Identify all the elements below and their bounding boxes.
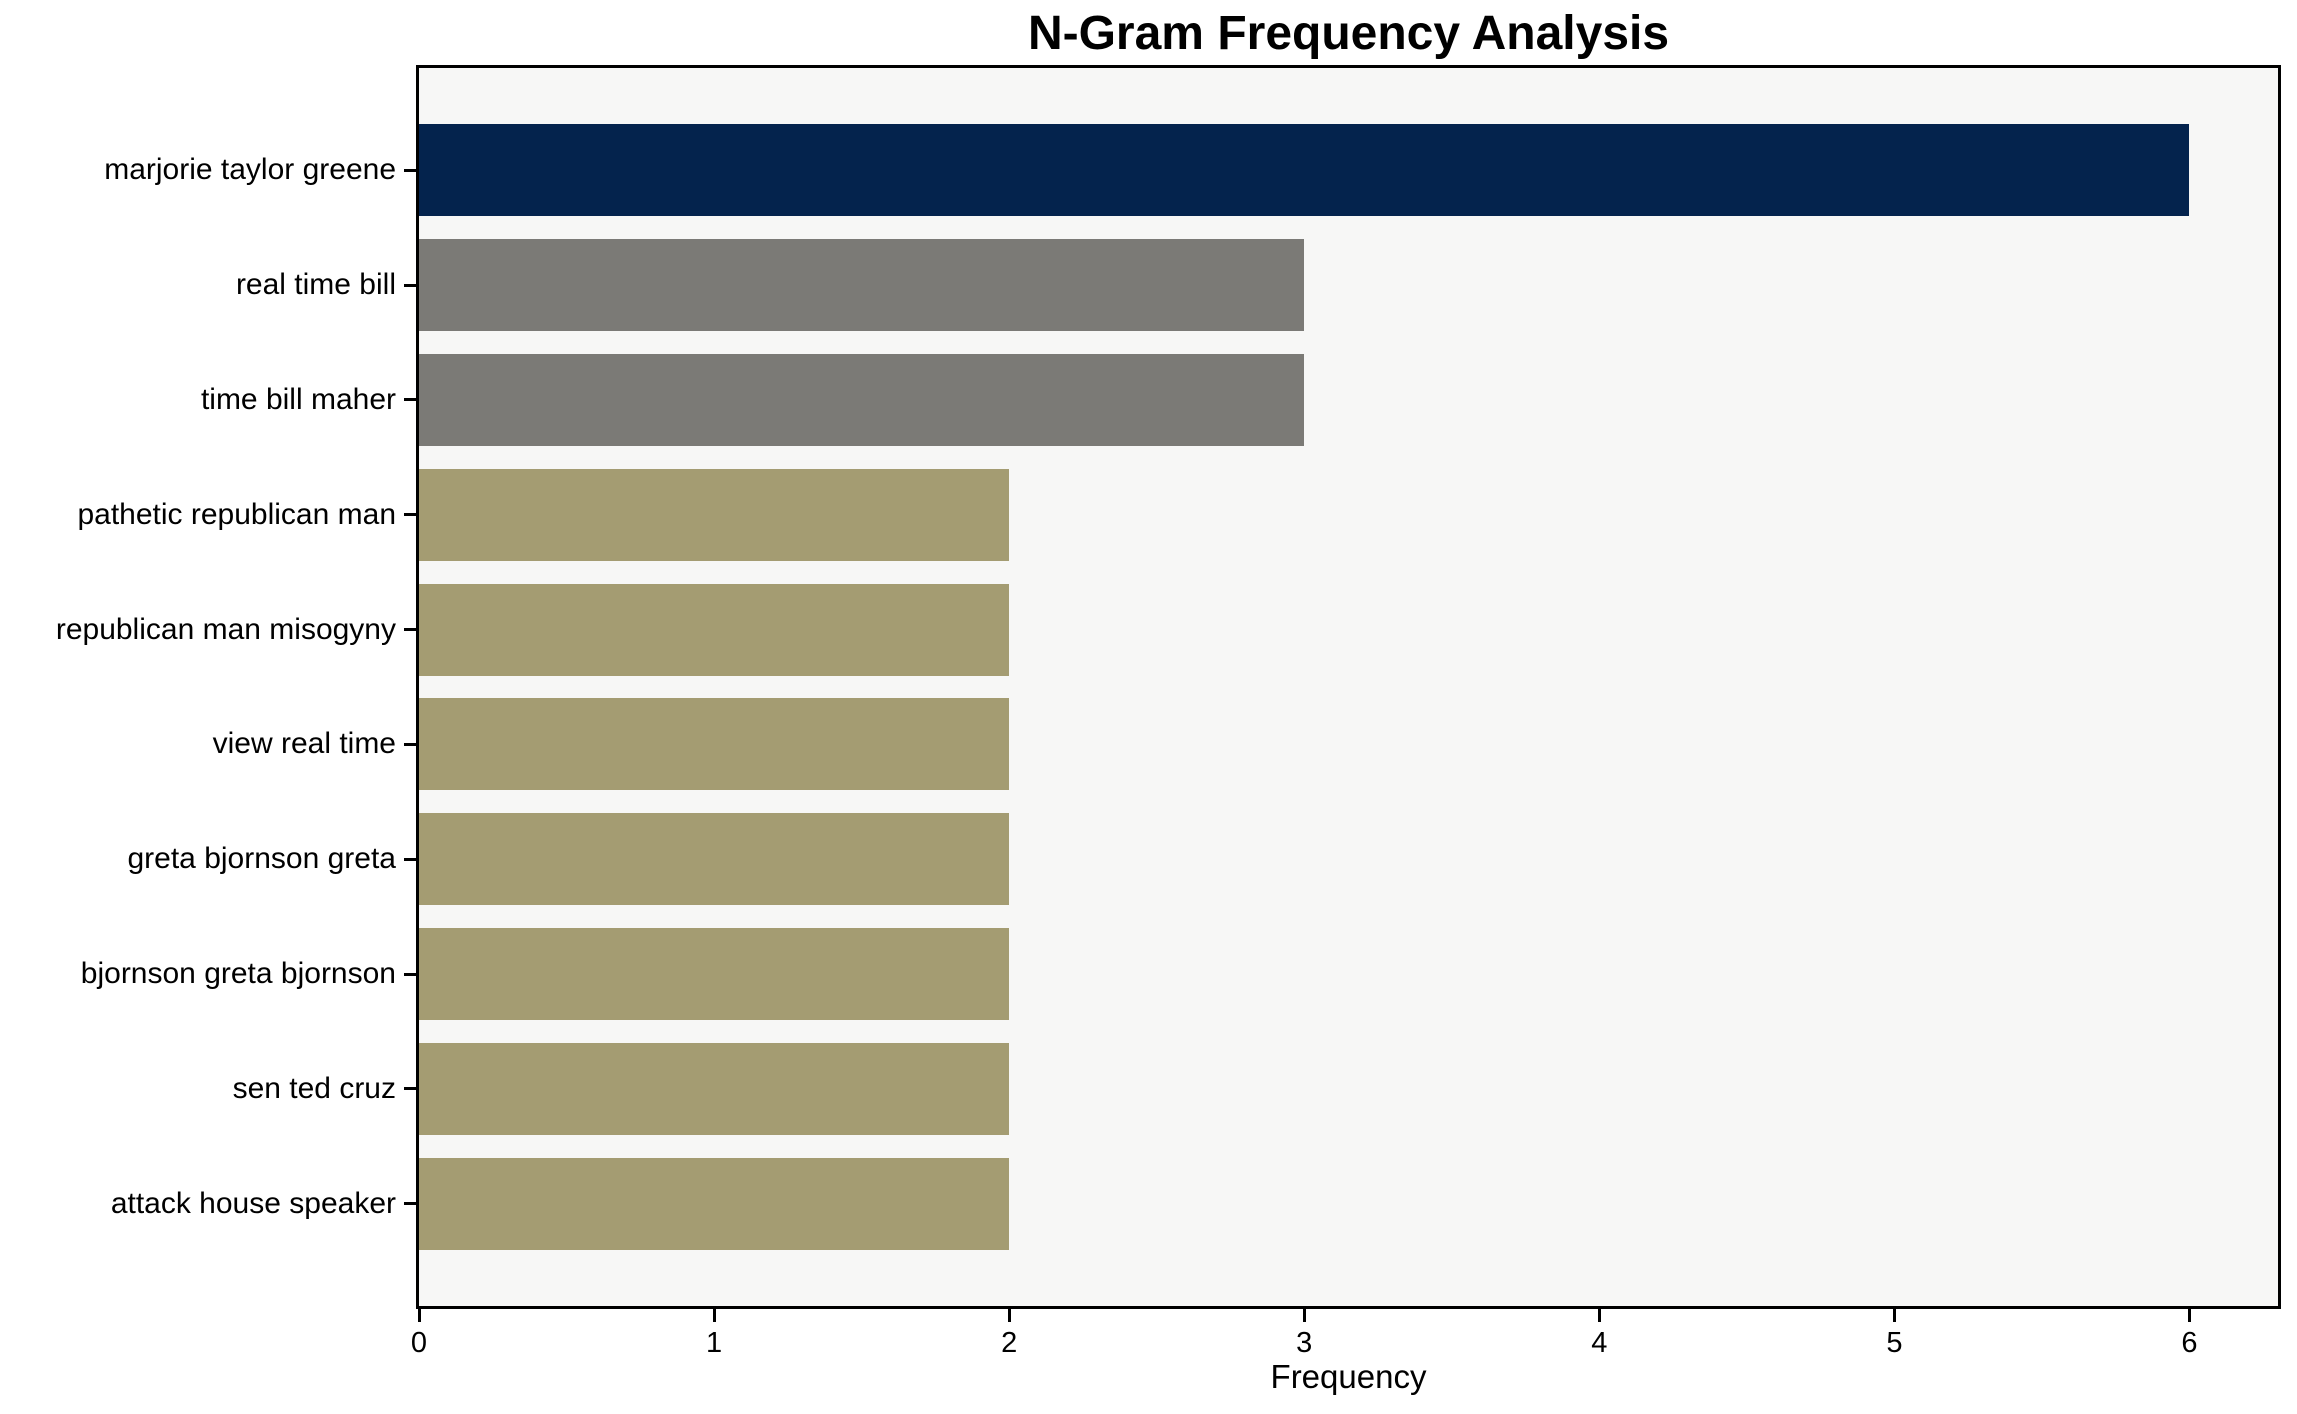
y-tick-label: greta bjornson greta [127, 842, 396, 876]
bar [419, 353, 1305, 446]
bar [419, 239, 1305, 331]
bar [419, 124, 2190, 217]
bar [419, 928, 1010, 1021]
y-tick-mark [404, 972, 416, 976]
y-tick-label: attack house speaker [110, 1186, 396, 1220]
y-tick-mark [404, 168, 416, 172]
y-tick-mark [404, 283, 416, 287]
y-tick-label: pathetic republican man [77, 497, 396, 531]
y-tick-mark [404, 857, 416, 861]
y-tick-label: sen ted cruz [232, 1071, 396, 1105]
x-tick-mark [1007, 1309, 1011, 1322]
y-tick-mark [404, 1202, 416, 1206]
bar [419, 813, 1010, 906]
x-tick-label: 3 [1296, 1327, 1313, 1359]
x-tick-mark [1302, 1309, 1306, 1322]
x-tick-label: 6 [2181, 1327, 2198, 1359]
y-tick-mark [404, 398, 416, 402]
x-axis-label: Frequency [1270, 1358, 1427, 1395]
y-tick-label: republican man misogyny [55, 612, 396, 646]
y-tick-label: real time bill [235, 268, 396, 302]
x-tick-label: 0 [410, 1327, 428, 1359]
x-tick-label: 4 [1591, 1327, 1608, 1359]
y-tick-mark [404, 628, 416, 632]
y-tick-mark [404, 742, 416, 746]
bar [419, 468, 1010, 561]
x-tick-label: 5 [1886, 1327, 1903, 1359]
x-tick-label: 2 [1001, 1327, 1018, 1359]
bar [419, 1043, 1010, 1135]
bar [419, 698, 1010, 791]
y-tick-label: time bill maher [200, 382, 396, 416]
x-tick-label: 1 [706, 1327, 723, 1359]
x-tick-mark [1597, 1309, 1601, 1322]
x-tick-mark [712, 1309, 716, 1322]
y-tick-mark [404, 1087, 416, 1091]
x-tick-mark [2187, 1309, 2191, 1322]
chart-title: N-Gram Frequency Analysis [1027, 7, 1670, 60]
x-tick-mark [1892, 1309, 1896, 1322]
bar [419, 1157, 1010, 1250]
x-tick-mark [417, 1309, 421, 1322]
y-tick-label: marjorie taylor greene [104, 153, 396, 187]
y-tick-label: bjornson greta bjornson [80, 957, 396, 991]
y-tick-label: view real time [212, 727, 396, 761]
plot-area [419, 68, 2278, 1306]
bar [419, 583, 1010, 676]
y-tick-mark [404, 513, 416, 517]
